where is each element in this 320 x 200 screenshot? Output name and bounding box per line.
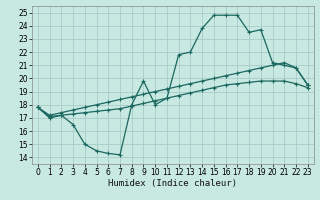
X-axis label: Humidex (Indice chaleur): Humidex (Indice chaleur) [108, 179, 237, 188]
